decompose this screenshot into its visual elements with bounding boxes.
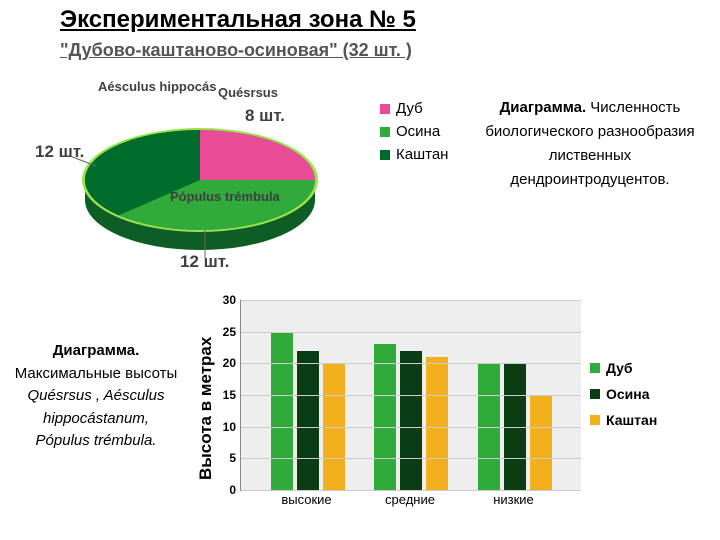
- pie-legend-label: Осина: [396, 123, 440, 140]
- bar-legend: Дуб Осина Каштан: [590, 360, 657, 438]
- page-title: Экспериментальная зона № 5: [60, 6, 416, 34]
- swatch-icon: [380, 127, 390, 137]
- x-tick-label: средние: [385, 492, 435, 507]
- bar-legend-label: Осина: [606, 386, 650, 402]
- pie-latin-1: Pópulus trémbula: [170, 190, 280, 205]
- pie-legend-label: Каштан: [396, 146, 448, 163]
- pie-label-2: 12 шт.: [35, 142, 84, 162]
- y-tick: 5: [212, 451, 236, 465]
- left-caption: Диаграмма. Максимальные высоты Quésrsus …: [6, 340, 186, 453]
- swatch-icon: [380, 150, 390, 160]
- x-tick-label: низкие: [493, 492, 534, 507]
- bar-legend-item: Осина: [590, 386, 657, 402]
- y-tick: 30: [212, 293, 236, 307]
- gridline: [241, 300, 581, 301]
- y-tick: 15: [212, 388, 236, 402]
- pie-legend-item: Дуб: [380, 100, 448, 117]
- bar-legend-label: Дуб: [606, 360, 633, 376]
- swatch-icon: [590, 363, 600, 373]
- bar: [297, 351, 319, 490]
- y-tick: 20: [212, 356, 236, 370]
- y-tick: 10: [212, 420, 236, 434]
- bar: [426, 357, 448, 490]
- bar-plot: [240, 300, 581, 491]
- bar: [400, 351, 422, 490]
- bar: [271, 332, 293, 490]
- pie-label-1: 12 шт.: [180, 252, 229, 272]
- y-tick: 0: [212, 483, 236, 497]
- gridline: [241, 332, 581, 333]
- bar: [530, 395, 552, 490]
- swatch-icon: [380, 104, 390, 114]
- gridline: [241, 490, 581, 491]
- pie-latin-2: Aésculus hippocás: [98, 80, 216, 95]
- pie-latin-0: Quésrsus: [218, 86, 278, 101]
- pie-legend-item: Осина: [380, 123, 448, 140]
- right-caption: Диаграмма. Численность биологического ра…: [470, 96, 710, 192]
- page-subtitle: "Дубово-каштаново-осиновая" (32 шт. ): [60, 40, 412, 61]
- gridline: [241, 363, 581, 364]
- pie-legend: Дуб Осина Каштан: [380, 100, 448, 169]
- bar-legend-label: Каштан: [606, 412, 657, 428]
- swatch-icon: [590, 389, 600, 399]
- gridline: [241, 458, 581, 459]
- pie-chart: Quésrsus 8 шт. Pópulus trémbula 12 шт. A…: [30, 80, 370, 270]
- pie-legend-item: Каштан: [380, 146, 448, 163]
- gridline: [241, 427, 581, 428]
- pie-legend-label: Дуб: [396, 100, 423, 117]
- bar-legend-item: Каштан: [590, 412, 657, 428]
- gridline: [241, 395, 581, 396]
- pie-label-0: 8 шт.: [245, 106, 285, 126]
- bar: [374, 344, 396, 490]
- bar-chart: Высота в метрах Дуб Осина Каштан 0510152…: [190, 290, 710, 530]
- x-tick-label: высокие: [281, 492, 331, 507]
- swatch-icon: [590, 415, 600, 425]
- y-tick: 25: [212, 325, 236, 339]
- bar-legend-item: Дуб: [590, 360, 657, 376]
